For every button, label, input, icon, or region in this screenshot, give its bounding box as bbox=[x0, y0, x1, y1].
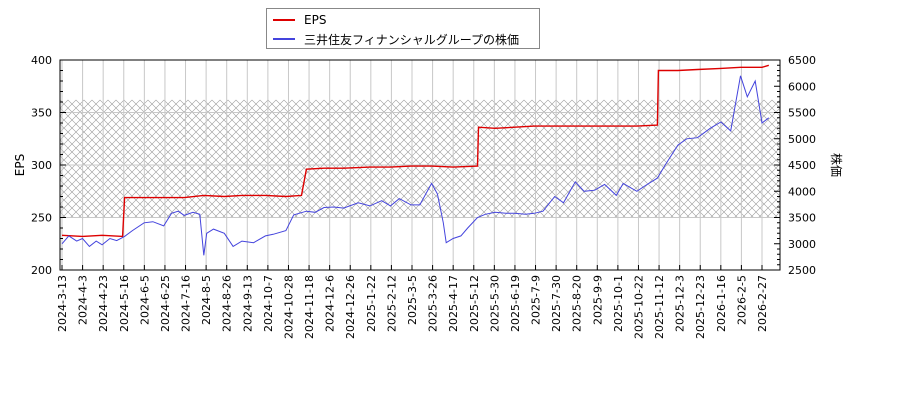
svg-text:2025-5-12: 2025-5-12 bbox=[468, 275, 481, 332]
svg-text:2024-3-13: 2024-3-13 bbox=[56, 275, 69, 332]
svg-text:350: 350 bbox=[31, 107, 52, 120]
svg-text:6000: 6000 bbox=[788, 80, 816, 93]
svg-text:5000: 5000 bbox=[788, 133, 816, 146]
svg-text:300: 300 bbox=[31, 159, 52, 172]
svg-text:400: 400 bbox=[31, 54, 52, 67]
svg-text:2024-9-13: 2024-9-13 bbox=[241, 275, 254, 332]
svg-text:6500: 6500 bbox=[788, 54, 816, 67]
svg-text:2024-10-28: 2024-10-28 bbox=[282, 275, 295, 339]
svg-text:2025-5-30: 2025-5-30 bbox=[488, 275, 501, 332]
svg-text:5500: 5500 bbox=[788, 107, 816, 120]
svg-text:2026-1-16: 2026-1-16 bbox=[715, 275, 728, 332]
svg-text:2024-8-26: 2024-8-26 bbox=[221, 275, 234, 332]
svg-text:2024-6-25: 2024-6-25 bbox=[159, 275, 172, 332]
right-axis-title: 株価 bbox=[829, 153, 844, 177]
svg-text:4000: 4000 bbox=[788, 185, 816, 198]
svg-text:2025-2-12: 2025-2-12 bbox=[385, 275, 398, 332]
eps-line bbox=[61, 64, 769, 238]
svg-text:3500: 3500 bbox=[788, 212, 816, 225]
right-y-axis: 2500 3000 3500 4000 4500 5000 5500 6000 6500 bbox=[774, 54, 816, 277]
left-axis-title: EPS bbox=[13, 154, 27, 176]
svg-text:200: 200 bbox=[31, 264, 52, 277]
legend-item-price: 三井住友フィナンシャルグループの株価 bbox=[273, 31, 519, 47]
svg-text:2500: 2500 bbox=[788, 264, 816, 277]
svg-text:2025-3-5: 2025-3-5 bbox=[406, 275, 419, 325]
left-y-axis: 200 250 300 350 400 bbox=[31, 54, 66, 277]
svg-text:2025-9-9: 2025-9-9 bbox=[591, 275, 604, 325]
stock-price-line bbox=[61, 75, 770, 256]
svg-text:3000: 3000 bbox=[788, 238, 816, 251]
svg-text:2025-10-1: 2025-10-1 bbox=[612, 275, 625, 332]
legend-label-price: 三井住友フィナンシャルグループの株価 bbox=[304, 32, 520, 47]
svg-text:2024-4-23: 2024-4-23 bbox=[97, 275, 110, 332]
svg-text:2024-7-16: 2024-7-16 bbox=[180, 275, 193, 332]
svg-text:2025-12-23: 2025-12-23 bbox=[694, 275, 707, 339]
legend-label-eps: EPS bbox=[304, 13, 327, 27]
svg-text:2024-12-6: 2024-12-6 bbox=[324, 275, 337, 332]
svg-text:2024-8-5: 2024-8-5 bbox=[200, 275, 213, 325]
eps-swatch bbox=[273, 19, 295, 21]
legend-item-eps: EPS bbox=[273, 12, 326, 28]
svg-text:2024-5-16: 2024-5-16 bbox=[118, 275, 131, 332]
svg-text:2024-4-3: 2024-4-3 bbox=[77, 275, 90, 325]
grid-lines bbox=[60, 59, 780, 271]
price-swatch bbox=[273, 38, 295, 40]
shaded-band bbox=[60, 99, 780, 218]
svg-text:2026-2-5: 2026-2-5 bbox=[735, 275, 748, 325]
svg-text:2024-10-7: 2024-10-7 bbox=[262, 275, 275, 332]
svg-text:2025-1-22: 2025-1-22 bbox=[365, 275, 378, 332]
svg-text:2025-7-9: 2025-7-9 bbox=[530, 275, 543, 325]
svg-text:2025-10-22: 2025-10-22 bbox=[632, 275, 645, 339]
svg-text:2025-4-17: 2025-4-17 bbox=[447, 275, 460, 332]
x-axis: 2024-3-13 2024-4-3 2024-4-23 2024-5-16 2024-… bbox=[56, 265, 769, 339]
svg-text:2025-8-20: 2025-8-20 bbox=[571, 275, 584, 332]
svg-text:2024-12-26: 2024-12-26 bbox=[344, 275, 357, 339]
svg-text:2025-6-19: 2025-6-19 bbox=[509, 275, 522, 332]
svg-text:2024-11-18: 2024-11-18 bbox=[303, 275, 316, 339]
svg-text:250: 250 bbox=[31, 212, 52, 225]
svg-text:2025-12-3: 2025-12-3 bbox=[674, 275, 687, 332]
svg-text:2025-3-26: 2025-3-26 bbox=[427, 275, 440, 332]
svg-text:2025-11-12: 2025-11-12 bbox=[653, 275, 666, 339]
svg-text:4500: 4500 bbox=[788, 159, 816, 172]
legend: EPS 三井住友フィナンシャルグループの株価 bbox=[266, 8, 540, 49]
svg-text:2024-6-5: 2024-6-5 bbox=[138, 275, 151, 325]
svg-text:2026-2-27: 2026-2-27 bbox=[756, 275, 769, 332]
svg-text:2025-7-30: 2025-7-30 bbox=[550, 275, 563, 332]
